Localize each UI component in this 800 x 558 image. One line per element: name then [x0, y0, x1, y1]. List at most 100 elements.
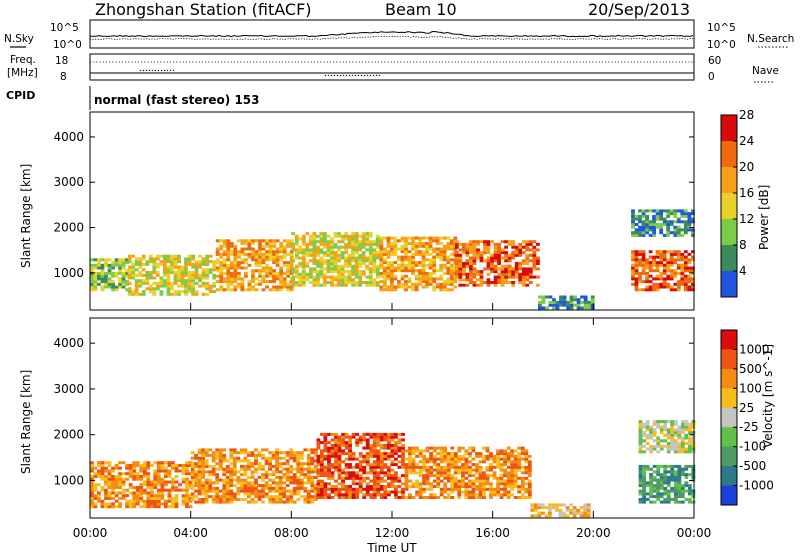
- data-cell: [666, 209, 671, 213]
- data-cell: [271, 464, 276, 468]
- data-cell: [569, 298, 574, 302]
- freq-tick-low: 8: [60, 71, 67, 83]
- data-cell: [492, 460, 497, 464]
- data-cell: [201, 451, 205, 455]
- data-cell: [320, 479, 324, 483]
- data-cell: [461, 463, 465, 467]
- data-cell: [272, 274, 276, 278]
- data-cell: [492, 476, 497, 480]
- data-cell: [528, 259, 533, 263]
- data-cell: [272, 271, 276, 275]
- data-cell: [323, 432, 328, 436]
- data-cell: [472, 240, 477, 244]
- data-cell: [631, 258, 635, 262]
- data-cell: [656, 484, 661, 488]
- data-cell: [453, 463, 458, 467]
- data-cell: [173, 262, 178, 266]
- data-cell: [376, 471, 381, 475]
- data-cell: [330, 278, 334, 282]
- data-cell: [286, 242, 291, 245]
- data-cell: [548, 508, 552, 512]
- data-cell: [222, 453, 227, 457]
- data-cell: [358, 468, 363, 472]
- data-cell: [212, 273, 217, 277]
- data-cell: [296, 462, 301, 466]
- data-cell: [152, 260, 157, 264]
- data-cell: [261, 269, 266, 273]
- data-cell: [219, 271, 224, 275]
- data-cell: [286, 271, 291, 275]
- data-cell: [478, 474, 483, 478]
- data-cell: [418, 280, 422, 284]
- colorbar-frame: [720, 329, 738, 506]
- data-cell: [240, 250, 245, 254]
- data-cell: [365, 476, 370, 480]
- data-cell: [301, 283, 306, 287]
- data-cell: [432, 239, 437, 243]
- ytick-label: 2000: [53, 221, 84, 235]
- data-cell: [164, 483, 168, 487]
- data-cell: [458, 242, 463, 246]
- data-cell: [159, 279, 164, 283]
- data-cell: [566, 306, 570, 310]
- data-cell: [333, 275, 338, 279]
- data-cell: [365, 485, 370, 488]
- data-cell: [181, 480, 186, 484]
- data-cell: [659, 439, 664, 443]
- data-cell: [386, 255, 391, 259]
- data-cell: [368, 270, 373, 274]
- data-cell: [666, 258, 671, 262]
- data-cell: [347, 259, 352, 263]
- colorbar-swatch: [721, 427, 737, 447]
- data-cell: [652, 422, 657, 426]
- data-cell: [435, 236, 440, 240]
- data-cell: [645, 420, 650, 424]
- frequency-panel: Freq. [MHz] 18 8 60 0 Nave: [7, 53, 779, 83]
- data-cell: [684, 425, 689, 429]
- data-cell: [401, 463, 405, 467]
- data-cell: [524, 482, 529, 486]
- data-cell: [166, 279, 171, 283]
- data-cell: [425, 271, 429, 275]
- data-cell: [634, 277, 639, 281]
- data-cell: [320, 465, 324, 469]
- data-cell: [104, 477, 108, 481]
- data-cell: [127, 268, 132, 272]
- data-cell: [504, 256, 508, 260]
- data-cell: [347, 253, 352, 257]
- data-cell: [132, 461, 137, 465]
- data-cell: [666, 263, 671, 267]
- data-cell: [100, 472, 105, 476]
- data-cell: [425, 244, 429, 248]
- data-cell: [127, 271, 132, 274]
- data-cell: [638, 277, 642, 281]
- data-cell: [215, 486, 220, 490]
- data-cell: [254, 462, 258, 466]
- data-cell: [358, 281, 363, 284]
- data-cell: [397, 449, 402, 453]
- data-cell: [492, 487, 497, 491]
- data-cell: [677, 489, 682, 493]
- data-cell: [645, 442, 650, 445]
- data-cell: [676, 285, 681, 289]
- data-cell: [292, 467, 297, 471]
- data-cell: [254, 282, 259, 286]
- data-cell: [390, 263, 394, 267]
- data-cell: [503, 485, 507, 488]
- data-cell: [442, 285, 447, 289]
- data-cell: [156, 499, 161, 503]
- data-cell: [258, 242, 262, 245]
- data-cell: [486, 262, 491, 265]
- data-cell: [471, 474, 476, 478]
- data-cell: [527, 474, 532, 478]
- data-cell: [279, 285, 284, 289]
- data-cell: [652, 255, 656, 259]
- data-cell: [243, 473, 248, 477]
- data-cell: [312, 283, 317, 287]
- data-cell: [400, 277, 405, 281]
- data-cell: [659, 282, 664, 286]
- data-cell: [146, 477, 151, 481]
- data-cell: [205, 284, 210, 288]
- data-cell: [323, 443, 328, 447]
- data-cell: [645, 209, 649, 213]
